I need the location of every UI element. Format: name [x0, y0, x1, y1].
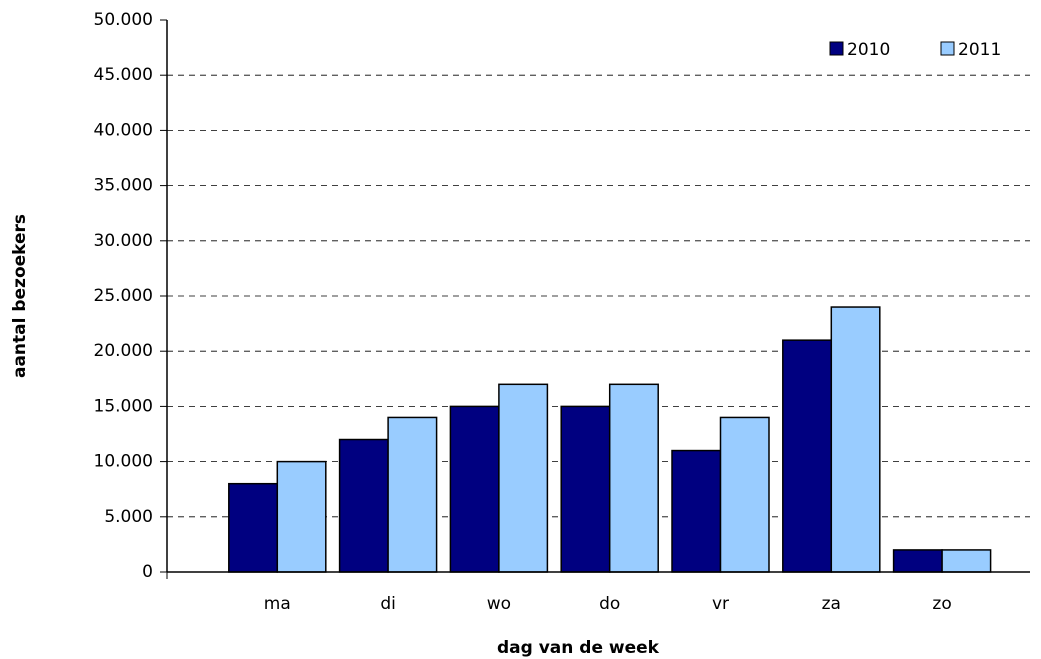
x-axis-title: dag van de week — [497, 638, 660, 658]
y-tick-label: 25.000 — [94, 286, 153, 306]
y-tick-label: 50.000 — [94, 10, 153, 30]
bar — [941, 549, 992, 573]
y-tick-label: 40.000 — [94, 120, 153, 140]
legend-label: 2010 — [847, 40, 890, 60]
x-tick-label: zo — [932, 594, 951, 614]
bar — [892, 549, 943, 573]
y-tick-label: 35.000 — [94, 176, 153, 196]
bar — [671, 449, 722, 573]
bar — [387, 416, 438, 573]
bar — [830, 306, 881, 573]
x-tick-label: do — [599, 594, 620, 614]
bar — [782, 339, 833, 573]
bar — [560, 405, 611, 573]
bar — [449, 405, 500, 573]
bar — [276, 460, 327, 573]
bar — [498, 383, 549, 573]
x-tick-label: wo — [487, 594, 511, 614]
y-tick-label: 15.000 — [94, 396, 153, 416]
x-tick-label: vr — [712, 594, 729, 614]
x-tick-label: za — [822, 594, 841, 614]
y-tick-label: 30.000 — [94, 231, 153, 251]
legend-swatch — [940, 41, 955, 56]
x-tick-label: di — [380, 594, 396, 614]
y-tick-label: 20.000 — [94, 341, 153, 361]
bar — [719, 416, 770, 573]
y-tick-label: 0 — [142, 562, 153, 582]
bar — [228, 482, 279, 573]
y-axis-title: aantal bezoekers — [10, 214, 30, 378]
legend-swatch — [829, 41, 844, 56]
y-tick-label: 10.000 — [94, 452, 153, 472]
bar — [338, 438, 389, 573]
y-tick-label: 5.000 — [104, 507, 153, 527]
y-tick-label: 45.000 — [94, 65, 153, 85]
x-tick-label: ma — [264, 594, 291, 614]
bar — [608, 383, 659, 573]
legend-label: 2011 — [958, 40, 1001, 60]
